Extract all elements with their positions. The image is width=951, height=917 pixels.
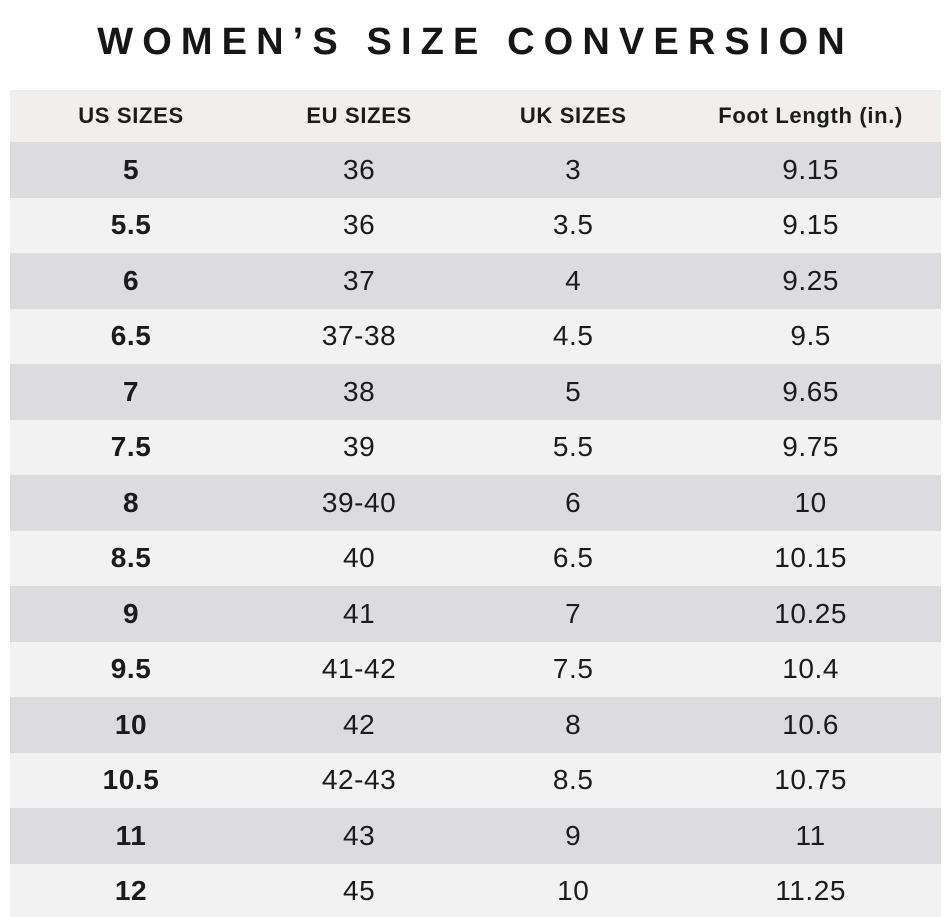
cell-uk-sizes: 9 [565, 819, 582, 851]
cell-foot-length-in: 9.75 [782, 431, 839, 463]
cell-eu-sizes: 36 [342, 209, 376, 241]
cell-foot-length-in: 10 [794, 486, 827, 518]
cell-us-sizes: 10 [114, 708, 148, 740]
table-row: 7.5 39 5.5 9.75 [10, 419, 941, 475]
cell-foot-length-in: 10.75 [774, 764, 848, 796]
cell-eu-sizes: 43 [342, 819, 376, 851]
cell-foot-length-in: 9.65 [782, 375, 839, 407]
size-conversion-table: US SIZES EU SIZES UK SIZES Foot Length (in.… [10, 90, 941, 917]
cell-foot-length-in: 9.25 [782, 264, 839, 296]
cell-eu-sizes: 39 [342, 431, 376, 463]
cell-foot-length-in: 10.15 [774, 542, 848, 574]
cell-foot-length-in: 11 [795, 819, 826, 851]
table-row: 7 38 5 9.65 [10, 364, 941, 420]
cell-us-sizes: 12 [114, 875, 148, 907]
table-row: 8.5 40 6.5 10.15 [10, 530, 941, 586]
cell-uk-sizes: 7 [565, 597, 582, 629]
table-row: 6 37 4 9.25 [10, 253, 941, 309]
cell-us-sizes: 6.5 [110, 320, 152, 352]
cell-foot-length-in: 9.5 [790, 320, 831, 352]
cell-eu-sizes: 41-42 [321, 653, 397, 685]
column-header-foot-length-in: Foot Length (in.) [718, 103, 903, 128]
cell-us-sizes: 5.5 [110, 209, 152, 241]
cell-uk-sizes: 3.5 [552, 209, 594, 241]
cell-uk-sizes: 7.5 [552, 653, 594, 685]
cell-foot-length-in: 10.4 [782, 653, 839, 685]
table-row: 10 42 8 10.6 [10, 697, 941, 753]
table-row: 9.5 41-42 7.5 10.4 [10, 641, 941, 697]
size-conversion-page: WOMEN’S SIZE CONVERSION US SIZES EU SIZES… [0, 16, 951, 917]
table-row: 12 45 10 11.25 [10, 863, 941, 917]
table-row: 11 43 9 11 [10, 808, 941, 864]
cell-uk-sizes: 8 [565, 708, 582, 740]
cell-foot-length-in: 11.25 [775, 875, 847, 907]
cell-us-sizes: 10.5 [102, 764, 160, 796]
cell-eu-sizes: 36 [342, 153, 376, 185]
table-row: 6.5 37-38 4.5 9.5 [10, 308, 941, 364]
cell-us-sizes: 7 [122, 375, 140, 407]
cell-uk-sizes: 4.5 [552, 320, 594, 352]
table-body: 5 36 3 9.15 5.5 36 3.5 9.15 6 37 4 9.25 6.5 37-38 4.5 9… [10, 142, 941, 917]
column-header-uk-sizes: UK SIZES [519, 103, 627, 128]
table-row: 5.5 36 3.5 9.15 [10, 197, 941, 253]
cell-uk-sizes: 6.5 [552, 542, 594, 574]
table-row: 8 39-40 6 10 [10, 475, 941, 531]
cell-eu-sizes: 38 [342, 375, 376, 407]
cell-eu-sizes: 39-40 [321, 486, 397, 518]
cell-us-sizes: 7.5 [110, 431, 152, 463]
cell-eu-sizes: 37-38 [321, 320, 397, 352]
cell-eu-sizes: 41 [342, 597, 376, 629]
cell-foot-length-in: 10.25 [774, 597, 848, 629]
cell-uk-sizes: 6 [565, 486, 582, 518]
column-header-us-sizes: US SIZES [78, 103, 184, 128]
table-header-row: US SIZES EU SIZES UK SIZES Foot Length (in.… [10, 90, 941, 142]
cell-uk-sizes: 5 [565, 375, 582, 407]
cell-uk-sizes: 5.5 [552, 431, 594, 463]
cell-us-sizes: 5 [122, 153, 140, 185]
cell-uk-sizes: 3 [565, 153, 582, 185]
cell-uk-sizes: 8.5 [552, 764, 594, 796]
cell-foot-length-in: 9.15 [782, 153, 839, 185]
column-header-eu-sizes: EU SIZES [306, 103, 412, 128]
cell-eu-sizes: 45 [342, 875, 376, 907]
cell-us-sizes: 11 [115, 819, 147, 851]
cell-us-sizes: 8 [122, 486, 140, 518]
cell-eu-sizes: 40 [342, 542, 376, 574]
page-title: WOMEN’S SIZE CONVERSION [97, 21, 854, 63]
cell-eu-sizes: 42 [342, 708, 376, 740]
cell-us-sizes: 8.5 [110, 542, 152, 574]
cell-us-sizes: 9.5 [110, 653, 152, 685]
cell-us-sizes: 9 [122, 597, 140, 629]
cell-uk-sizes: 4 [565, 264, 582, 296]
cell-eu-sizes: 42-43 [321, 764, 397, 796]
cell-foot-length-in: 10.6 [782, 708, 839, 740]
cell-uk-sizes: 10 [557, 875, 590, 907]
cell-us-sizes: 6 [122, 264, 140, 296]
cell-eu-sizes: 37 [342, 264, 376, 296]
table-row: 9 41 7 10.25 [10, 586, 941, 642]
cell-foot-length-in: 9.15 [782, 209, 839, 241]
table-row: 10.5 42-43 8.5 10.75 [10, 752, 941, 808]
table-row: 5 36 3 9.15 [10, 142, 941, 198]
